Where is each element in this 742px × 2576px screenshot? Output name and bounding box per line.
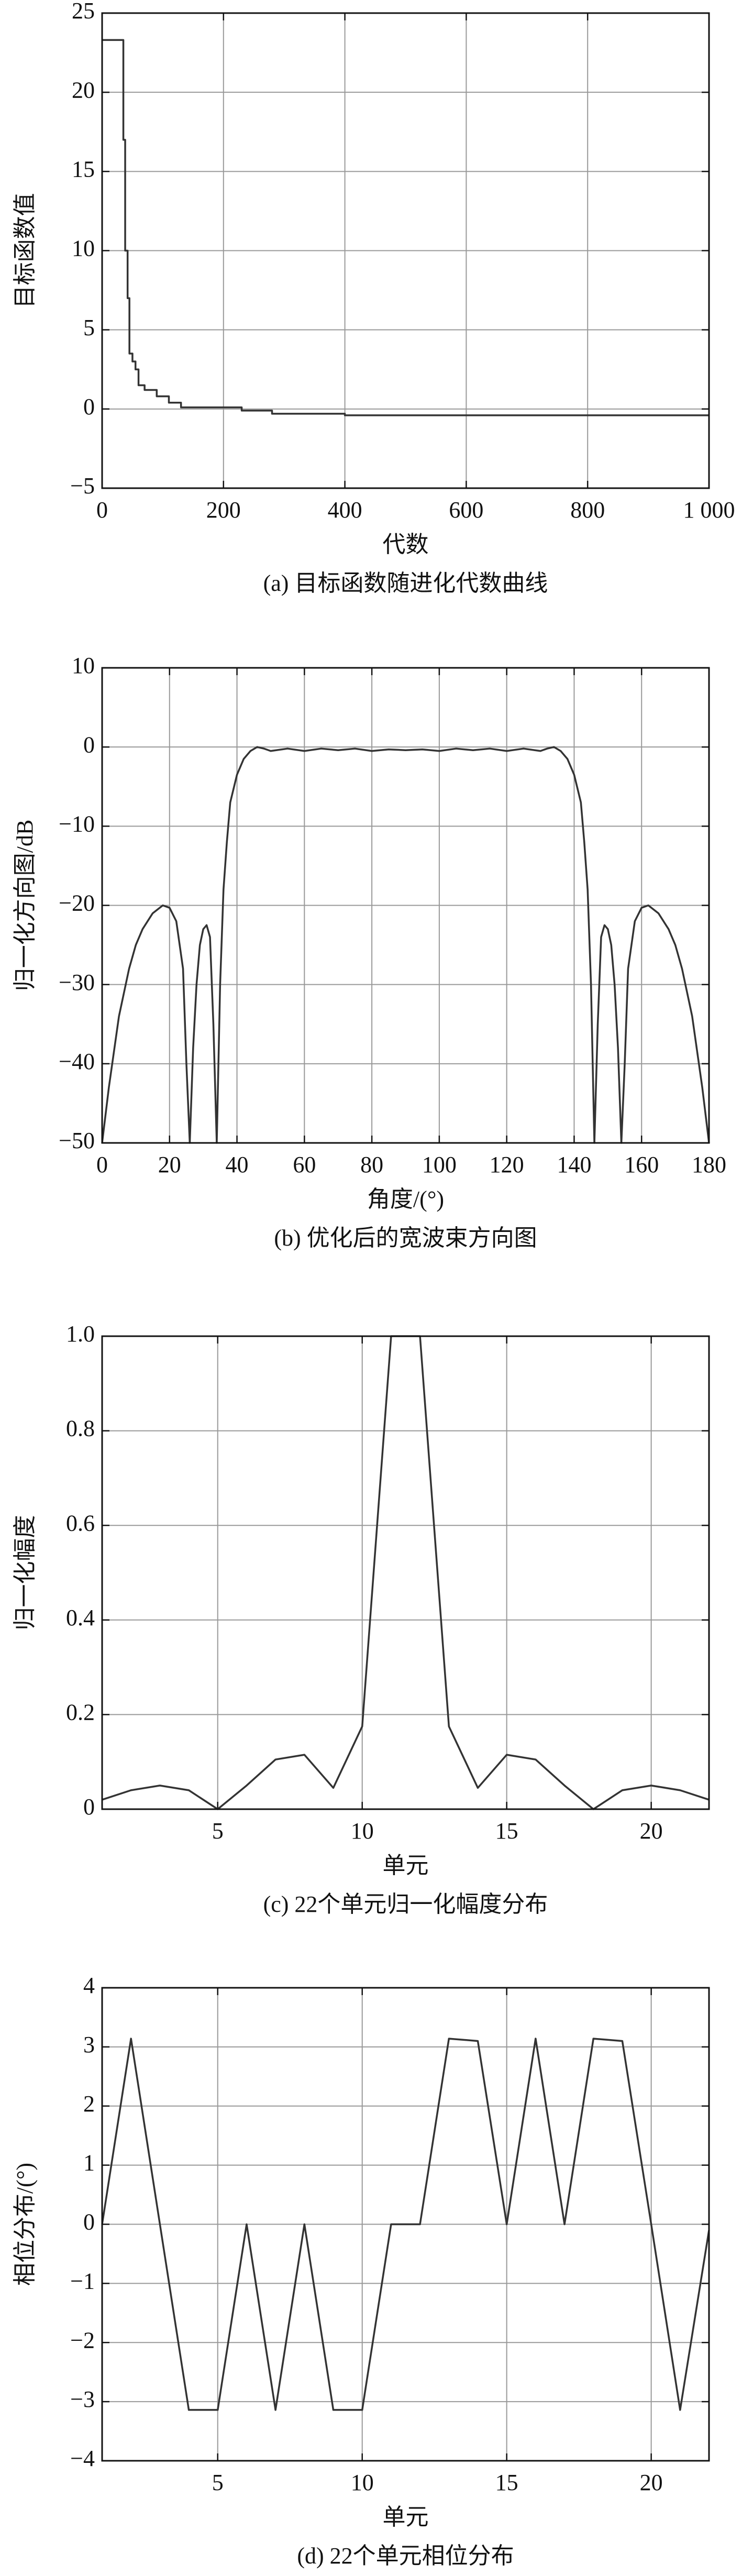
x-tick-label: 60	[293, 1152, 316, 1177]
x-tick-label: 1 000	[683, 497, 735, 523]
y-tick-label: 0.6	[66, 1510, 95, 1536]
x-tick-label: 400	[328, 497, 362, 523]
plot-frame	[101, 12, 710, 489]
x-tick-label: 20	[158, 1152, 181, 1177]
plot-frame	[101, 1987, 710, 2462]
y-tick-label: −5	[70, 473, 95, 499]
x-tick-label: 40	[226, 1152, 249, 1177]
y-tick-label: −1	[70, 2268, 95, 2294]
caption: (a) 目标函数随进化代数曲线	[263, 570, 548, 596]
data-line	[102, 39, 709, 416]
x-axis-label: 角度/(°)	[367, 1186, 444, 1212]
y-tick-label: 10	[72, 236, 95, 261]
y-axis-label: 归一化方向图/dB	[12, 820, 38, 992]
caption: (b) 优化后的宽波束方向图	[274, 1225, 537, 1251]
x-tick-label: 140	[557, 1152, 591, 1177]
y-tick-label: −30	[59, 970, 95, 995]
x-tick-label: 160	[624, 1152, 659, 1177]
x-tick-label: 15	[495, 1818, 518, 1844]
y-tick-label: 10	[72, 653, 95, 678]
y-tick-label: 0	[83, 394, 95, 420]
y-tick-label: 3	[83, 2032, 95, 2057]
x-tick-label: 180	[692, 1152, 726, 1177]
caption: (d) 22个单元相位分布	[297, 2543, 514, 2569]
x-tick-label: 15	[495, 2470, 518, 2495]
y-tick-label: −50	[59, 1128, 95, 1153]
y-tick-label: −40	[59, 1049, 95, 1074]
y-tick-label: 0	[83, 1794, 95, 1820]
x-axis-label: 代数	[383, 532, 429, 557]
x-tick-label: 120	[490, 1152, 524, 1177]
x-tick-label: 800	[570, 497, 605, 523]
x-axis-label: 单元	[383, 2504, 429, 2530]
y-tick-label: −3	[70, 2386, 95, 2412]
x-tick-label: 200	[206, 497, 241, 523]
y-tick-label: 25	[72, 0, 95, 24]
y-tick-label: 2	[83, 2091, 95, 2117]
y-tick-label: 0.2	[66, 1699, 95, 1725]
x-tick-label: 5	[212, 1818, 224, 1844]
y-tick-label: 0.8	[66, 1416, 95, 1441]
y-axis-label: 相位分布/(°)	[12, 2163, 38, 2286]
y-tick-label: 0	[83, 2209, 95, 2235]
plot-frame	[101, 667, 710, 1144]
data-line	[102, 1335, 710, 1810]
y-tick-label: 1.0	[66, 1321, 95, 1347]
x-tick-label: 100	[422, 1152, 457, 1177]
y-tick-label: 0.4	[66, 1605, 95, 1631]
x-tick-label: 80	[360, 1152, 383, 1177]
x-tick-label: 0	[96, 1152, 108, 1177]
data-line	[101, 2038, 710, 2411]
x-tick-label: 20	[640, 2470, 663, 2495]
caption: (c) 22个单元归一化幅度分布	[263, 1891, 548, 1917]
x-axis-label: 单元	[383, 1853, 429, 1878]
x-tick-label: 0	[96, 497, 108, 523]
y-tick-label: 0	[83, 732, 95, 757]
x-tick-label: 5	[212, 2470, 224, 2495]
plot-frame	[101, 1335, 710, 1810]
x-tick-label: 10	[351, 1818, 374, 1844]
y-tick-label: 15	[72, 156, 95, 182]
y-tick-label: 20	[72, 77, 95, 103]
x-tick-label: 20	[640, 1818, 663, 1844]
y-axis-label: 归一化幅度	[12, 1515, 38, 1631]
y-tick-label: −2	[70, 2327, 95, 2353]
y-tick-label: −20	[59, 890, 95, 916]
y-tick-label: −4	[70, 2446, 95, 2471]
data-line	[101, 746, 710, 1144]
y-tick-label: 1	[83, 2150, 95, 2176]
y-tick-label: −10	[59, 811, 95, 836]
y-tick-label: 4	[83, 1973, 95, 1998]
x-tick-label: 600	[449, 497, 483, 523]
x-tick-label: 10	[351, 2470, 374, 2495]
y-tick-label: 5	[83, 315, 95, 340]
y-axis-label: 目标函数值	[12, 193, 38, 309]
